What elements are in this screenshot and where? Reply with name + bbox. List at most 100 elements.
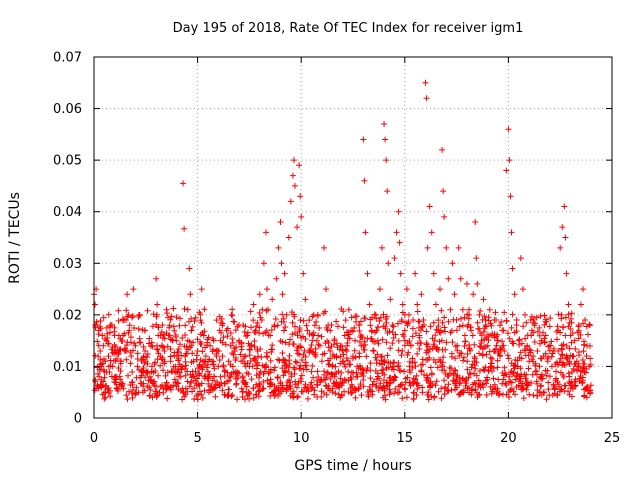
data-point xyxy=(377,380,384,387)
data-point xyxy=(350,353,356,360)
data-point xyxy=(225,386,232,393)
data-point xyxy=(314,381,321,388)
data-point xyxy=(198,391,205,398)
data-point xyxy=(572,360,579,367)
data-point xyxy=(586,321,593,328)
data-point xyxy=(172,379,179,386)
data-point xyxy=(316,325,323,332)
data-point xyxy=(153,388,160,395)
data-point xyxy=(260,385,267,392)
data-point xyxy=(383,379,390,386)
data-point xyxy=(425,380,432,387)
data-point xyxy=(237,351,244,358)
data-point xyxy=(447,306,454,313)
data-point xyxy=(177,315,184,322)
data-point xyxy=(462,382,469,389)
data-point xyxy=(441,377,448,384)
data-point xyxy=(204,368,211,375)
data-point xyxy=(298,372,305,379)
data-point xyxy=(251,355,258,362)
data-point xyxy=(105,353,112,360)
data-point xyxy=(354,363,361,370)
data-point xyxy=(481,366,488,373)
data-point xyxy=(113,385,120,392)
data-point xyxy=(381,371,388,378)
data-point xyxy=(583,352,590,359)
data-point xyxy=(318,333,325,340)
data-point xyxy=(234,396,241,403)
data-point xyxy=(280,315,287,322)
data-point xyxy=(159,382,166,389)
data-point xyxy=(534,347,541,354)
data-point xyxy=(476,367,483,374)
data-point xyxy=(120,317,127,324)
data-point xyxy=(392,386,399,393)
data-point xyxy=(518,340,525,347)
data-point xyxy=(297,362,304,369)
data-point xyxy=(569,353,576,360)
data-point xyxy=(471,362,478,369)
data-point xyxy=(192,314,199,321)
data-point xyxy=(356,353,363,360)
data-point xyxy=(101,368,108,375)
data-point xyxy=(428,370,435,377)
data-point xyxy=(292,358,299,365)
data-point xyxy=(274,375,281,382)
data-point xyxy=(153,393,160,400)
data-point xyxy=(428,229,435,236)
data-point xyxy=(469,332,476,339)
data-point xyxy=(472,365,479,372)
data-point xyxy=(530,392,537,399)
data-point xyxy=(487,363,494,370)
data-point xyxy=(182,331,189,338)
data-point xyxy=(384,382,391,389)
data-point xyxy=(302,362,309,369)
data-point xyxy=(310,332,317,339)
data-point xyxy=(380,394,387,401)
data-point xyxy=(566,391,573,398)
data-point xyxy=(528,332,535,339)
data-point xyxy=(221,391,228,398)
data-point xyxy=(466,306,473,313)
data-point xyxy=(269,296,276,303)
data-point xyxy=(357,318,364,325)
data-point xyxy=(383,365,390,372)
data-point xyxy=(272,315,279,322)
data-point xyxy=(109,363,116,370)
data-point xyxy=(220,334,227,341)
data-point xyxy=(293,359,300,366)
data-point xyxy=(271,367,278,374)
data-point xyxy=(582,386,589,393)
data-point xyxy=(220,362,227,369)
data-point xyxy=(280,356,287,363)
data-point xyxy=(455,244,462,251)
data-point xyxy=(471,341,478,348)
data-point xyxy=(247,347,254,354)
data-point xyxy=(437,358,444,365)
data-point xyxy=(405,311,412,318)
data-point xyxy=(230,369,237,376)
data-point xyxy=(236,337,243,344)
data-point xyxy=(377,314,384,321)
data-point xyxy=(177,387,184,394)
data-point xyxy=(559,224,566,231)
data-point xyxy=(268,326,275,333)
data-point xyxy=(94,338,101,345)
data-point xyxy=(482,364,489,371)
data-point xyxy=(239,373,246,380)
data-point xyxy=(334,344,341,351)
data-point xyxy=(510,340,517,347)
data-point xyxy=(100,342,107,349)
data-point xyxy=(163,383,170,390)
data-point xyxy=(107,357,114,364)
data-point xyxy=(107,387,114,394)
data-point xyxy=(549,392,556,399)
data-point xyxy=(197,311,204,318)
data-point xyxy=(567,332,574,339)
data-point xyxy=(325,322,332,329)
data-point xyxy=(508,379,515,386)
data-point xyxy=(580,320,587,327)
data-point xyxy=(460,354,467,361)
data-point xyxy=(275,392,282,399)
data-point xyxy=(181,343,188,350)
